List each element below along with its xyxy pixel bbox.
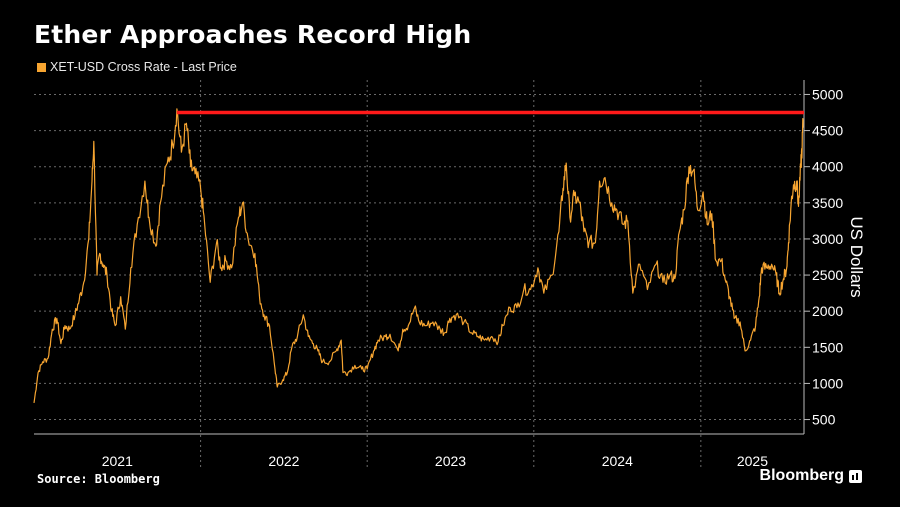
x-tick-label: 2022 [268,453,299,469]
legend-swatch [37,62,46,72]
x-tick-label: 2025 [737,453,768,469]
x-tick-label: 2024 [602,453,633,469]
bar-chart-icon [849,469,862,483]
y-tick-label: 4500 [812,123,843,139]
y-tick-label: 1500 [812,339,843,355]
y-tick-label: 2000 [812,303,843,319]
y-tick-label: 5000 [812,86,843,102]
brand-logo: Bloomberg [760,467,862,485]
brand-name: Bloomberg [759,467,844,484]
price-series-line [33,108,804,403]
chart-title: Ether Approaches Record High [34,20,472,49]
y-tick-label: 3000 [812,231,843,247]
x-tick-label: 2023 [435,453,466,469]
y-axis-label: US Dollars [847,216,866,297]
y-tick-label: 2500 [812,267,843,283]
source-note: Source: Bloomberg [37,472,160,486]
y-tick-label: 3500 [812,195,843,211]
y-tick-label: 500 [812,412,836,428]
y-tick-label: 4000 [812,159,843,175]
y-tick-label: 1000 [812,375,843,391]
x-tick-label: 2021 [102,453,133,469]
legend: XET-USD Cross Rate - Last Price [37,60,237,74]
legend-label: XET-USD Cross Rate - Last Price [50,60,237,74]
